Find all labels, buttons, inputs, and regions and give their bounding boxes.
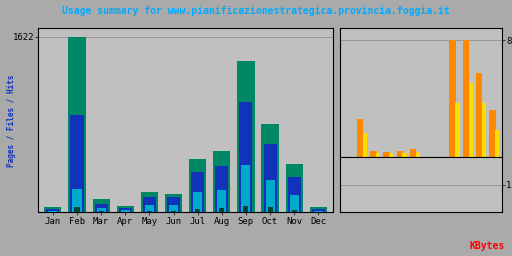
Bar (288, 177, 301, 212)
Text: Usage summary for www.pianificazionestrategica.provincia.foggia.it: Usage summary for www.pianificazionestra… (62, 6, 450, 16)
Bar (167, 197, 180, 212)
Bar (489, 110, 496, 157)
Bar (389, 153, 393, 157)
Bar (143, 197, 156, 212)
Bar (74, 207, 79, 212)
Bar (370, 151, 377, 157)
Bar (195, 209, 200, 212)
Bar (141, 192, 158, 212)
Bar (410, 149, 416, 157)
Bar (363, 133, 367, 157)
Bar (241, 165, 250, 212)
Bar (468, 83, 473, 157)
Bar (191, 172, 204, 212)
Bar (117, 206, 134, 212)
Bar (268, 207, 272, 212)
Bar (217, 190, 226, 212)
Bar (240, 102, 252, 212)
Bar (48, 211, 57, 212)
Bar (213, 151, 230, 212)
Bar (147, 211, 152, 212)
Bar (482, 103, 486, 157)
Bar (450, 40, 456, 157)
Bar (495, 130, 499, 157)
Text: KBytes: KBytes (469, 241, 504, 251)
Bar (476, 73, 482, 157)
Bar (312, 209, 325, 212)
Bar (121, 210, 130, 212)
Bar (193, 193, 202, 212)
Bar (463, 40, 469, 157)
Bar (95, 204, 108, 212)
Bar (169, 205, 178, 212)
Bar (383, 152, 390, 157)
Bar (416, 152, 420, 157)
Bar (71, 115, 83, 212)
Bar (47, 209, 59, 212)
Text: Pages / Files / Hits: Pages / Files / Hits (7, 74, 16, 167)
Bar (286, 164, 303, 212)
Bar (119, 208, 132, 212)
Bar (238, 61, 254, 212)
Bar (69, 37, 86, 212)
Bar (290, 195, 298, 212)
Bar (44, 207, 61, 212)
Bar (396, 151, 403, 157)
Bar (262, 124, 279, 212)
Bar (243, 206, 248, 212)
Bar (215, 166, 228, 212)
Bar (171, 211, 176, 212)
Bar (455, 103, 460, 157)
Bar (376, 153, 380, 157)
Bar (219, 208, 224, 212)
Bar (189, 159, 206, 212)
Bar (73, 189, 81, 212)
Bar (97, 208, 105, 212)
Bar (310, 207, 327, 212)
Bar (264, 144, 276, 212)
Bar (292, 210, 297, 212)
Bar (145, 205, 154, 212)
Bar (266, 180, 274, 212)
Bar (93, 199, 110, 212)
Bar (165, 194, 182, 212)
Bar (402, 153, 407, 157)
Bar (357, 119, 364, 157)
Bar (99, 211, 103, 212)
Bar (314, 211, 323, 212)
